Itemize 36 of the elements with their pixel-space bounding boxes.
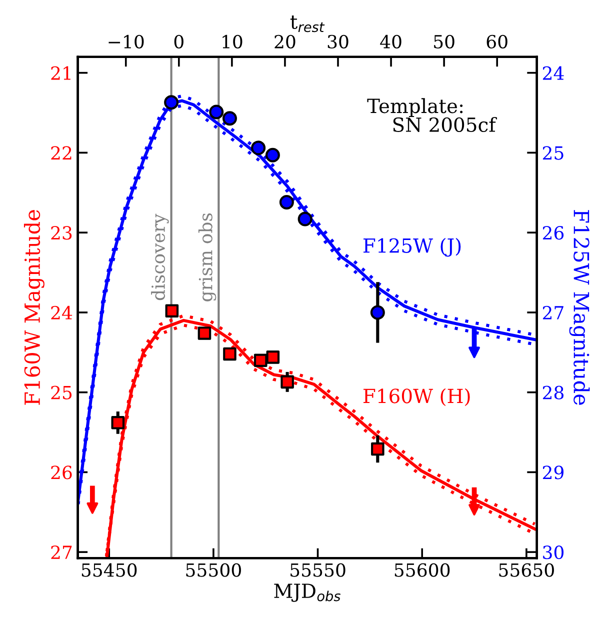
y2-tick-label: 30 — [543, 546, 564, 560]
series-label: F125W (J) — [364, 238, 461, 257]
x2-tick-label: 40 — [380, 34, 402, 48]
x-tick-label: 55650 — [499, 563, 554, 577]
x-tick-label: 55450 — [82, 563, 137, 577]
y2-tick-label: 29 — [542, 466, 564, 480]
y2-axis-title: F125W Magnitude — [569, 210, 590, 405]
x-tick-label: 55600 — [394, 563, 450, 577]
y-axis-title: F160W Magnitude — [24, 210, 44, 405]
y-tick-label: 22 — [51, 146, 72, 160]
ref-line-label: discovery — [151, 214, 169, 300]
x2-tick-label: 60 — [486, 34, 508, 48]
x2-tick-label: 0 — [174, 34, 184, 48]
y2-tick-label: 25 — [542, 146, 564, 160]
y-tick-label: 25 — [51, 386, 72, 400]
series-label: F160W (H) — [364, 388, 470, 406]
x2-axis-title: t$_{rest}$ — [290, 16, 325, 32]
x-axis-title: MJD$_{obs}$ — [274, 584, 340, 602]
y-tick-label: 24 — [51, 306, 72, 320]
y-tick-label: 21 — [51, 66, 70, 80]
y2-tick-label: 24 — [542, 66, 564, 80]
x2-tick-label: 20 — [274, 34, 296, 48]
x2-tick-label: 30 — [328, 34, 348, 48]
y2-tick-label: 28 — [542, 386, 564, 400]
annotation: Template: SN 2005cf — [367, 98, 497, 132]
y-tick-label: 23 — [51, 226, 72, 240]
y-tick-label: 26 — [51, 466, 72, 480]
x2-tick-label: 50 — [434, 34, 454, 48]
x2-tick-label: −10 — [108, 34, 144, 48]
y-tick-label: 27 — [51, 546, 72, 559]
x-tick-label: 55550 — [290, 563, 346, 577]
x2-tick-label: 10 — [222, 34, 242, 48]
ref-line-label: grism obs — [198, 213, 216, 302]
x-tick-label: 55500 — [186, 563, 241, 577]
y2-tick-label: 27 — [542, 306, 564, 320]
y2-tick-label: 26 — [542, 226, 564, 240]
